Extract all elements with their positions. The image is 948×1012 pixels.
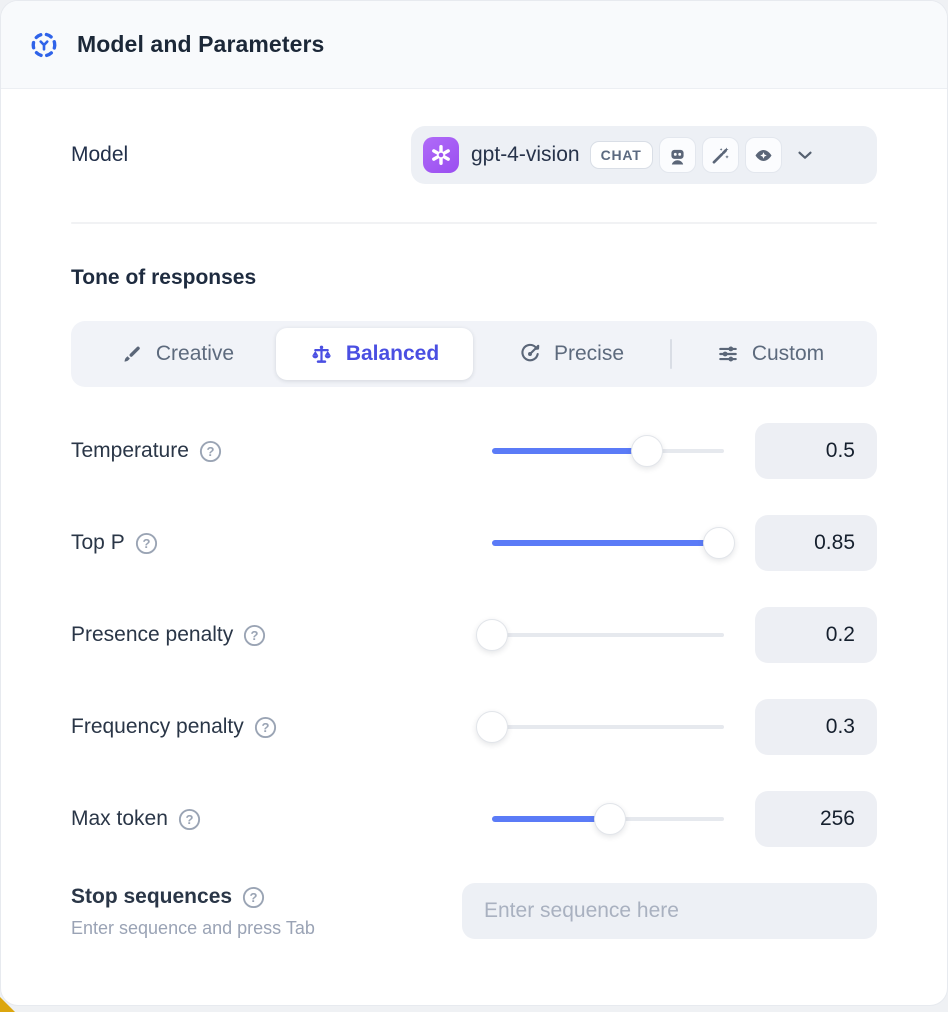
tab-creative[interactable]: Creative	[79, 328, 276, 380]
openai-logo-icon	[423, 137, 459, 173]
model-label: Model	[71, 143, 129, 166]
help-icon[interactable]: ?	[242, 886, 265, 909]
balance-scale-icon	[312, 345, 331, 363]
max-token-label: Max token	[71, 807, 168, 830]
top-p-slider[interactable]	[492, 527, 736, 559]
stop-sequence-input[interactable]	[462, 883, 877, 939]
temperature-slider[interactable]	[492, 435, 724, 467]
target-dart-icon	[521, 343, 540, 362]
tab-label: Custom	[751, 342, 825, 365]
sliders-icon	[719, 346, 737, 362]
selected-model-name: gpt-4-vision	[471, 143, 580, 166]
tone-tab-bar: Creative Balanced	[71, 321, 877, 387]
robot-icon	[658, 137, 696, 173]
tab-precise[interactable]: Precise	[473, 328, 670, 380]
frequency-penalty-slider[interactable]	[476, 711, 724, 743]
chevron-down-icon	[794, 144, 816, 166]
stop-sequences-hint: Enter sequence and press Tab	[71, 918, 315, 938]
frequency-penalty-row: Frequency penalty ? 0.3	[71, 699, 877, 755]
svg-text:?: ?	[250, 890, 258, 905]
model-row: Model	[71, 126, 877, 184]
presence-penalty-value[interactable]: 0.2	[755, 607, 877, 663]
temperature-value[interactable]: 0.5	[755, 423, 877, 479]
frequency-penalty-label: Frequency penalty	[71, 715, 244, 738]
help-icon[interactable]: ?	[254, 716, 277, 739]
tab-label: Precise	[553, 342, 625, 365]
model-select-dropdown[interactable]: gpt-4-vision CHAT	[411, 126, 877, 184]
svg-text:?: ?	[206, 444, 214, 459]
frequency-penalty-value[interactable]: 0.3	[755, 699, 877, 755]
help-icon[interactable]: ?	[243, 624, 266, 647]
help-icon[interactable]: ?	[199, 440, 222, 463]
tab-label: Balanced	[345, 342, 440, 365]
help-icon[interactable]: ?	[135, 532, 158, 555]
slider-handle[interactable]	[703, 527, 736, 559]
magic-wand-icon	[701, 137, 739, 173]
tab-balanced[interactable]: Balanced	[276, 328, 473, 380]
presence-penalty-row: Presence penalty ? 0.2	[71, 607, 877, 663]
top-p-row: Top P ? 0.85	[71, 515, 877, 571]
max-token-row: Max token ? 256	[71, 791, 877, 847]
stop-sequences-label: Stop sequences	[71, 885, 233, 908]
section-divider	[71, 222, 877, 224]
slider-handle[interactable]	[631, 435, 664, 467]
top-p-label: Top P	[71, 531, 125, 554]
paintbrush-icon	[124, 346, 140, 362]
max-token-value[interactable]: 256	[755, 791, 877, 847]
panel-header: Model and Parameters	[1, 1, 947, 89]
max-token-slider[interactable]	[492, 803, 724, 835]
presence-penalty-label: Presence penalty	[71, 623, 234, 646]
panel-title: Model and Parameters	[77, 31, 325, 57]
chat-type-badge: CHAT	[589, 141, 653, 169]
slider-handle[interactable]	[594, 803, 627, 835]
vision-eye-icon	[744, 137, 782, 173]
svg-text:?: ?	[251, 628, 259, 643]
stop-sequences-row: Stop sequences ? Enter sequence and pres…	[71, 883, 877, 939]
tab-custom[interactable]: Custom	[672, 328, 869, 380]
tone-heading: Tone of responses	[71, 266, 257, 289]
tab-label: Creative	[155, 342, 235, 365]
top-p-value[interactable]: 0.85	[755, 515, 877, 571]
help-icon[interactable]: ?	[178, 808, 201, 831]
svg-text:?: ?	[142, 536, 150, 551]
slider-handle[interactable]	[476, 711, 508, 743]
ai-model-icon	[29, 30, 59, 60]
presence-penalty-slider[interactable]	[476, 619, 724, 651]
temperature-row: Temperature ? 0.5	[71, 423, 877, 479]
slider-handle[interactable]	[476, 619, 508, 651]
svg-text:?: ?	[261, 720, 269, 735]
tab-divider	[670, 339, 672, 369]
svg-text:?: ?	[185, 812, 193, 827]
temperature-label: Temperature	[71, 439, 189, 462]
